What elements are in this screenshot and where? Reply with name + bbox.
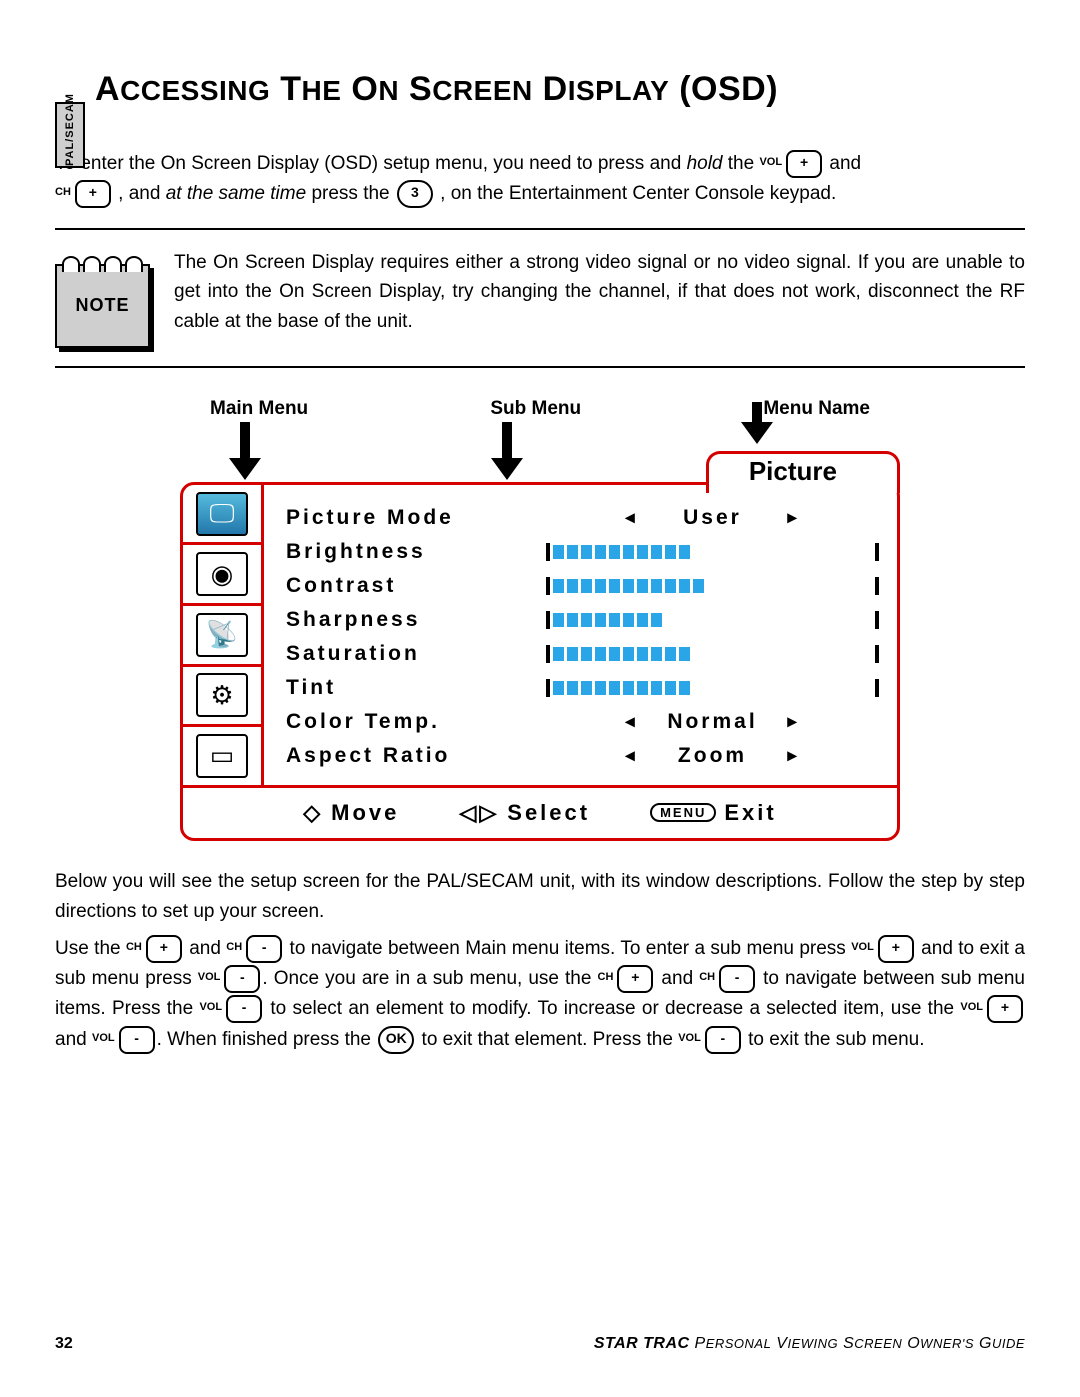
page-title: ACCESSING THE ON SCREEN DISPLAY (OSD) bbox=[95, 70, 1025, 109]
osd-diagram: Main Menu Sub Menu Menu Name Picture 🖵◉📡… bbox=[180, 398, 900, 841]
main-menu-icon-monitor[interactable]: 🖵 bbox=[183, 485, 261, 546]
main-menu-icon-screen[interactable]: ▭ bbox=[183, 727, 261, 785]
rule-bottom bbox=[55, 366, 1025, 368]
menu-item-picture-mode[interactable]: Picture Mode◂User▸ bbox=[286, 503, 879, 533]
footer-select: ◁▷Select bbox=[459, 800, 590, 826]
page-number: 32 bbox=[55, 1335, 73, 1353]
footer-move: ◇Move bbox=[303, 800, 399, 826]
label-name: Menu Name bbox=[763, 398, 870, 420]
menu-item-brightness[interactable]: Brightness bbox=[286, 537, 879, 567]
menu-item-contrast[interactable]: Contrast bbox=[286, 571, 879, 601]
osd-menu-name: Picture bbox=[706, 451, 900, 493]
footer-exit: MENUExit bbox=[650, 800, 777, 826]
note-icon: NOTE bbox=[55, 248, 150, 348]
note-text: The On Screen Display requires either a … bbox=[174, 248, 1025, 336]
label-sub: Sub Menu bbox=[490, 398, 581, 420]
main-menu-icon-gears[interactable]: ⚙ bbox=[183, 667, 261, 728]
side-tab: PAL/SECAM bbox=[55, 102, 85, 168]
footer-guide: STAR TRAC PERSONAL VIEWING SCREEN OWNER'… bbox=[594, 1335, 1025, 1353]
menu-item-tint[interactable]: Tint bbox=[286, 673, 879, 703]
menu-item-aspect-ratio[interactable]: Aspect Ratio◂Zoom▸ bbox=[286, 741, 879, 771]
main-menu-icon-dial[interactable]: ◉ bbox=[183, 545, 261, 606]
intro-para: To enter the On Screen Display (OSD) set… bbox=[55, 149, 1025, 210]
menu-item-sharpness[interactable]: Sharpness bbox=[286, 605, 879, 635]
below-p2: Use the CH+ and CH- to navigate between … bbox=[55, 934, 1025, 1056]
label-main: Main Menu bbox=[210, 398, 308, 420]
menu-item-saturation[interactable]: Saturation bbox=[286, 639, 879, 669]
main-menu-icon-satellite[interactable]: 📡 bbox=[183, 606, 261, 667]
note-label: NOTE bbox=[55, 264, 150, 348]
menu-item-color-temp-[interactable]: Color Temp.◂Normal▸ bbox=[286, 707, 879, 737]
below-p1: Below you will see the setup screen for … bbox=[55, 867, 1025, 928]
rule-top bbox=[55, 228, 1025, 230]
